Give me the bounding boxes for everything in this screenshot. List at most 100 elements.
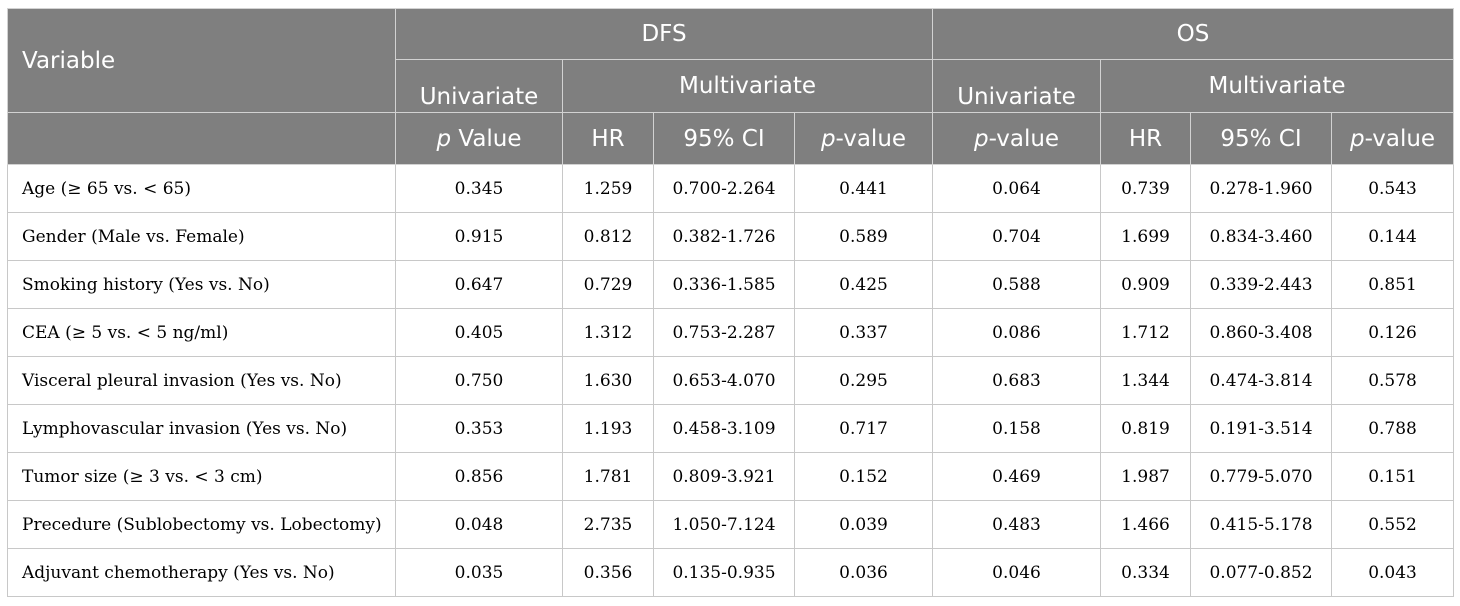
dfs-hr-cell: 1.193 bbox=[562, 404, 654, 453]
os-p-cell: 0.578 bbox=[1331, 356, 1455, 405]
table-body: Age (≥ 65 vs. < 65) 0.345 1.259 0.700-2.… bbox=[7, 164, 1455, 597]
dfs-uni-p-cell: 0.915 bbox=[395, 212, 563, 261]
header-row-analysis: Univariate Multivariate Univariate Multi… bbox=[8, 59, 1455, 113]
os-ci-cell: 0.077-0.852 bbox=[1190, 548, 1333, 597]
dfs-hr-cell: 1.781 bbox=[562, 452, 654, 501]
os-uni-p-cell: 0.704 bbox=[932, 212, 1102, 261]
table-row: CEA (≥ 5 vs. < 5 ng/ml) 0.405 1.312 0.75… bbox=[7, 308, 1455, 357]
os-ci-cell: 0.339-2.443 bbox=[1190, 260, 1333, 309]
variable-cell: Lymphovascular invasion (Yes vs. No) bbox=[7, 404, 396, 453]
os-hr-cell: 0.334 bbox=[1100, 548, 1192, 597]
dfs-uni-p-cell: 0.647 bbox=[395, 260, 563, 309]
dfs-uni-p-cell: 0.750 bbox=[395, 356, 563, 405]
table-row: Tumor size (≥ 3 vs. < 3 cm) 0.856 1.781 … bbox=[7, 452, 1455, 501]
dfs-ci-cell: 0.135-0.935 bbox=[653, 548, 795, 597]
variable-cell: Adjuvant chemotherapy (Yes vs. No) bbox=[7, 548, 396, 597]
variable-cell: Precedure (Sublobectomy vs. Lobectomy) bbox=[7, 500, 396, 549]
dfs-ci-cell: 0.809-3.921 bbox=[653, 452, 795, 501]
dfs-ci-cell: 0.700-2.264 bbox=[653, 164, 795, 213]
os-ci-header: 95% CI bbox=[1190, 112, 1333, 165]
os-hr-cell: 1.344 bbox=[1100, 356, 1192, 405]
dfs-ci-cell: 0.382-1.726 bbox=[653, 212, 795, 261]
dfs-hr-cell: 1.312 bbox=[562, 308, 654, 357]
os-uni-p-cell: 0.064 bbox=[932, 164, 1102, 213]
dfs-ci-cell: 0.653-4.070 bbox=[653, 356, 795, 405]
os-ci-cell: 0.779-5.070 bbox=[1190, 452, 1333, 501]
os-hr-cell: 0.739 bbox=[1100, 164, 1192, 213]
dfs-uni-p-cell: 0.856 bbox=[395, 452, 563, 501]
dfs-p-cell: 0.152 bbox=[793, 452, 934, 501]
os-uni-p-cell: 0.683 bbox=[932, 356, 1102, 405]
dfs-uni-p-cell: 0.353 bbox=[395, 404, 563, 453]
dfs-multivariate-header: Multivariate bbox=[561, 59, 934, 113]
os-p-cell: 0.543 bbox=[1331, 164, 1455, 213]
header-row-stats: p Value HR 95% CI p-value p-value HR 95%… bbox=[7, 112, 1455, 165]
dfs-hr-cell: 0.729 bbox=[562, 260, 654, 309]
dfs-univariate-header: Univariate bbox=[395, 59, 563, 113]
dfs-p-cell: 0.295 bbox=[793, 356, 934, 405]
os-p-cell: 0.151 bbox=[1331, 452, 1455, 501]
table-row: Adjuvant chemotherapy (Yes vs. No) 0.035… bbox=[7, 548, 1455, 597]
dfs-mv-pvalue-header: p-value bbox=[793, 112, 934, 165]
os-p-cell: 0.126 bbox=[1331, 308, 1455, 357]
variable-cell: Smoking history (Yes vs. No) bbox=[7, 260, 396, 309]
os-p-cell: 0.043 bbox=[1331, 548, 1455, 597]
os-hr-cell: 1.699 bbox=[1100, 212, 1192, 261]
variable-header: Variable bbox=[7, 8, 396, 113]
os-group-header: OS bbox=[932, 8, 1455, 60]
os-ci-cell: 0.474-3.814 bbox=[1190, 356, 1333, 405]
os-univariate-header: Univariate bbox=[932, 59, 1102, 113]
dfs-p-cell: 0.589 bbox=[793, 212, 934, 261]
os-hr-cell: 0.819 bbox=[1100, 404, 1192, 453]
header-row-groups: Variable DFS OS bbox=[7, 8, 1455, 113]
os-ci-cell: 0.191-3.514 bbox=[1190, 404, 1333, 453]
table-row: Precedure (Sublobectomy vs. Lobectomy) 0… bbox=[7, 500, 1455, 549]
table-row: Age (≥ 65 vs. < 65) 0.345 1.259 0.700-2.… bbox=[7, 164, 1455, 213]
table-row: Smoking history (Yes vs. No) 0.647 0.729… bbox=[7, 260, 1455, 309]
os-uni-p-cell: 0.483 bbox=[932, 500, 1102, 549]
os-p-cell: 0.788 bbox=[1331, 404, 1455, 453]
table-row: Visceral pleural invasion (Yes vs. No) 0… bbox=[7, 356, 1455, 405]
os-ci-cell: 0.278-1.960 bbox=[1190, 164, 1333, 213]
dfs-p-cell: 0.039 bbox=[793, 500, 934, 549]
variable-cell: Age (≥ 65 vs. < 65) bbox=[7, 164, 396, 213]
dfs-p-cell: 0.337 bbox=[793, 308, 934, 357]
os-hr-cell: 1.466 bbox=[1100, 500, 1192, 549]
dfs-uni-pvalue-header: p Value bbox=[395, 112, 563, 165]
os-multivariate-header: Multivariate bbox=[1100, 59, 1455, 113]
dfs-ci-cell: 1.050-7.124 bbox=[653, 500, 795, 549]
table-row: Gender (Male vs. Female) 0.915 0.812 0.3… bbox=[7, 212, 1455, 261]
os-p-cell: 0.851 bbox=[1331, 260, 1455, 309]
results-table: Variable DFS OS Univariate Multivariate … bbox=[7, 8, 1455, 597]
dfs-hr-cell: 0.356 bbox=[562, 548, 654, 597]
os-uni-p-cell: 0.588 bbox=[932, 260, 1102, 309]
os-uni-p-cell: 0.469 bbox=[932, 452, 1102, 501]
os-hr-cell: 1.987 bbox=[1100, 452, 1192, 501]
os-uni-p-cell: 0.046 bbox=[932, 548, 1102, 597]
table-row: Lymphovascular invasion (Yes vs. No) 0.3… bbox=[7, 404, 1455, 453]
os-hr-cell: 1.712 bbox=[1100, 308, 1192, 357]
dfs-hr-cell: 1.259 bbox=[562, 164, 654, 213]
os-uni-p-cell: 0.158 bbox=[932, 404, 1102, 453]
dfs-p-cell: 0.717 bbox=[793, 404, 934, 453]
dfs-ci-cell: 0.336-1.585 bbox=[653, 260, 795, 309]
dfs-ci-cell: 0.458-3.109 bbox=[653, 404, 795, 453]
os-mv-pvalue-header: p-value bbox=[1331, 112, 1455, 165]
dfs-p-cell: 0.441 bbox=[793, 164, 934, 213]
variable-header-spacer bbox=[7, 112, 396, 165]
dfs-hr-cell: 2.735 bbox=[562, 500, 654, 549]
os-ci-cell: 0.415-5.178 bbox=[1190, 500, 1333, 549]
variable-cell: Gender (Male vs. Female) bbox=[7, 212, 396, 261]
dfs-group-header: DFS bbox=[394, 8, 934, 60]
dfs-p-cell: 0.036 bbox=[793, 548, 934, 597]
variable-cell: Visceral pleural invasion (Yes vs. No) bbox=[7, 356, 396, 405]
dfs-uni-p-cell: 0.035 bbox=[395, 548, 563, 597]
dfs-ci-cell: 0.753-2.287 bbox=[653, 308, 795, 357]
dfs-p-cell: 0.425 bbox=[793, 260, 934, 309]
table-header: Variable DFS OS Univariate Multivariate … bbox=[7, 8, 1455, 165]
variable-cell: Tumor size (≥ 3 vs. < 3 cm) bbox=[7, 452, 396, 501]
os-p-cell: 0.552 bbox=[1331, 500, 1455, 549]
os-uni-pvalue-header: p-value bbox=[932, 112, 1102, 165]
variable-cell: CEA (≥ 5 vs. < 5 ng/ml) bbox=[7, 308, 396, 357]
dfs-ci-header: 95% CI bbox=[653, 112, 795, 165]
